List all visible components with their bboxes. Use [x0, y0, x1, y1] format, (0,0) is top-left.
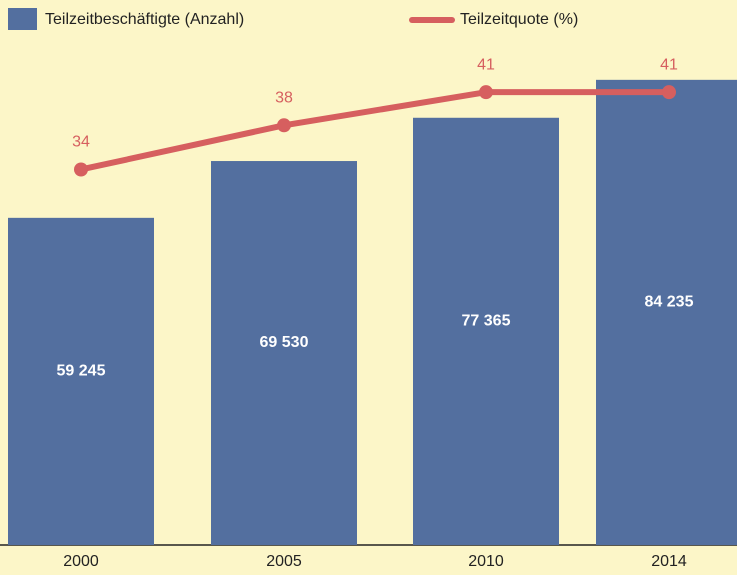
bar — [413, 117, 559, 545]
line-point — [662, 85, 676, 100]
x-tick-label: 2005 — [266, 553, 302, 570]
value-label: 69 530 — [260, 334, 309, 351]
value-label: 59 245 — [57, 363, 106, 380]
line-point — [479, 85, 493, 100]
x-tick-label: 2000 — [63, 553, 99, 570]
line-point — [277, 118, 291, 133]
value-label: 41 — [477, 56, 495, 73]
legend-swatch — [8, 8, 37, 30]
value-label: 77 365 — [462, 313, 511, 330]
line — [80, 89, 669, 173]
value-label: 34 — [72, 134, 90, 151]
value-label: 38 — [275, 90, 293, 107]
x-tick-label: 2010 — [468, 553, 504, 570]
bar — [8, 217, 154, 545]
line-point — [74, 162, 88, 177]
bar — [596, 79, 737, 546]
x-tick-label: 2014 — [651, 553, 687, 570]
bar — [211, 161, 357, 545]
legend-label: Teilzeitquote (%) — [460, 11, 578, 28]
value-label: 41 — [660, 56, 678, 73]
value-label: 84 235 — [645, 294, 694, 311]
legend-label: Teilzeitbeschäftigte (Anzahl) — [45, 11, 244, 28]
